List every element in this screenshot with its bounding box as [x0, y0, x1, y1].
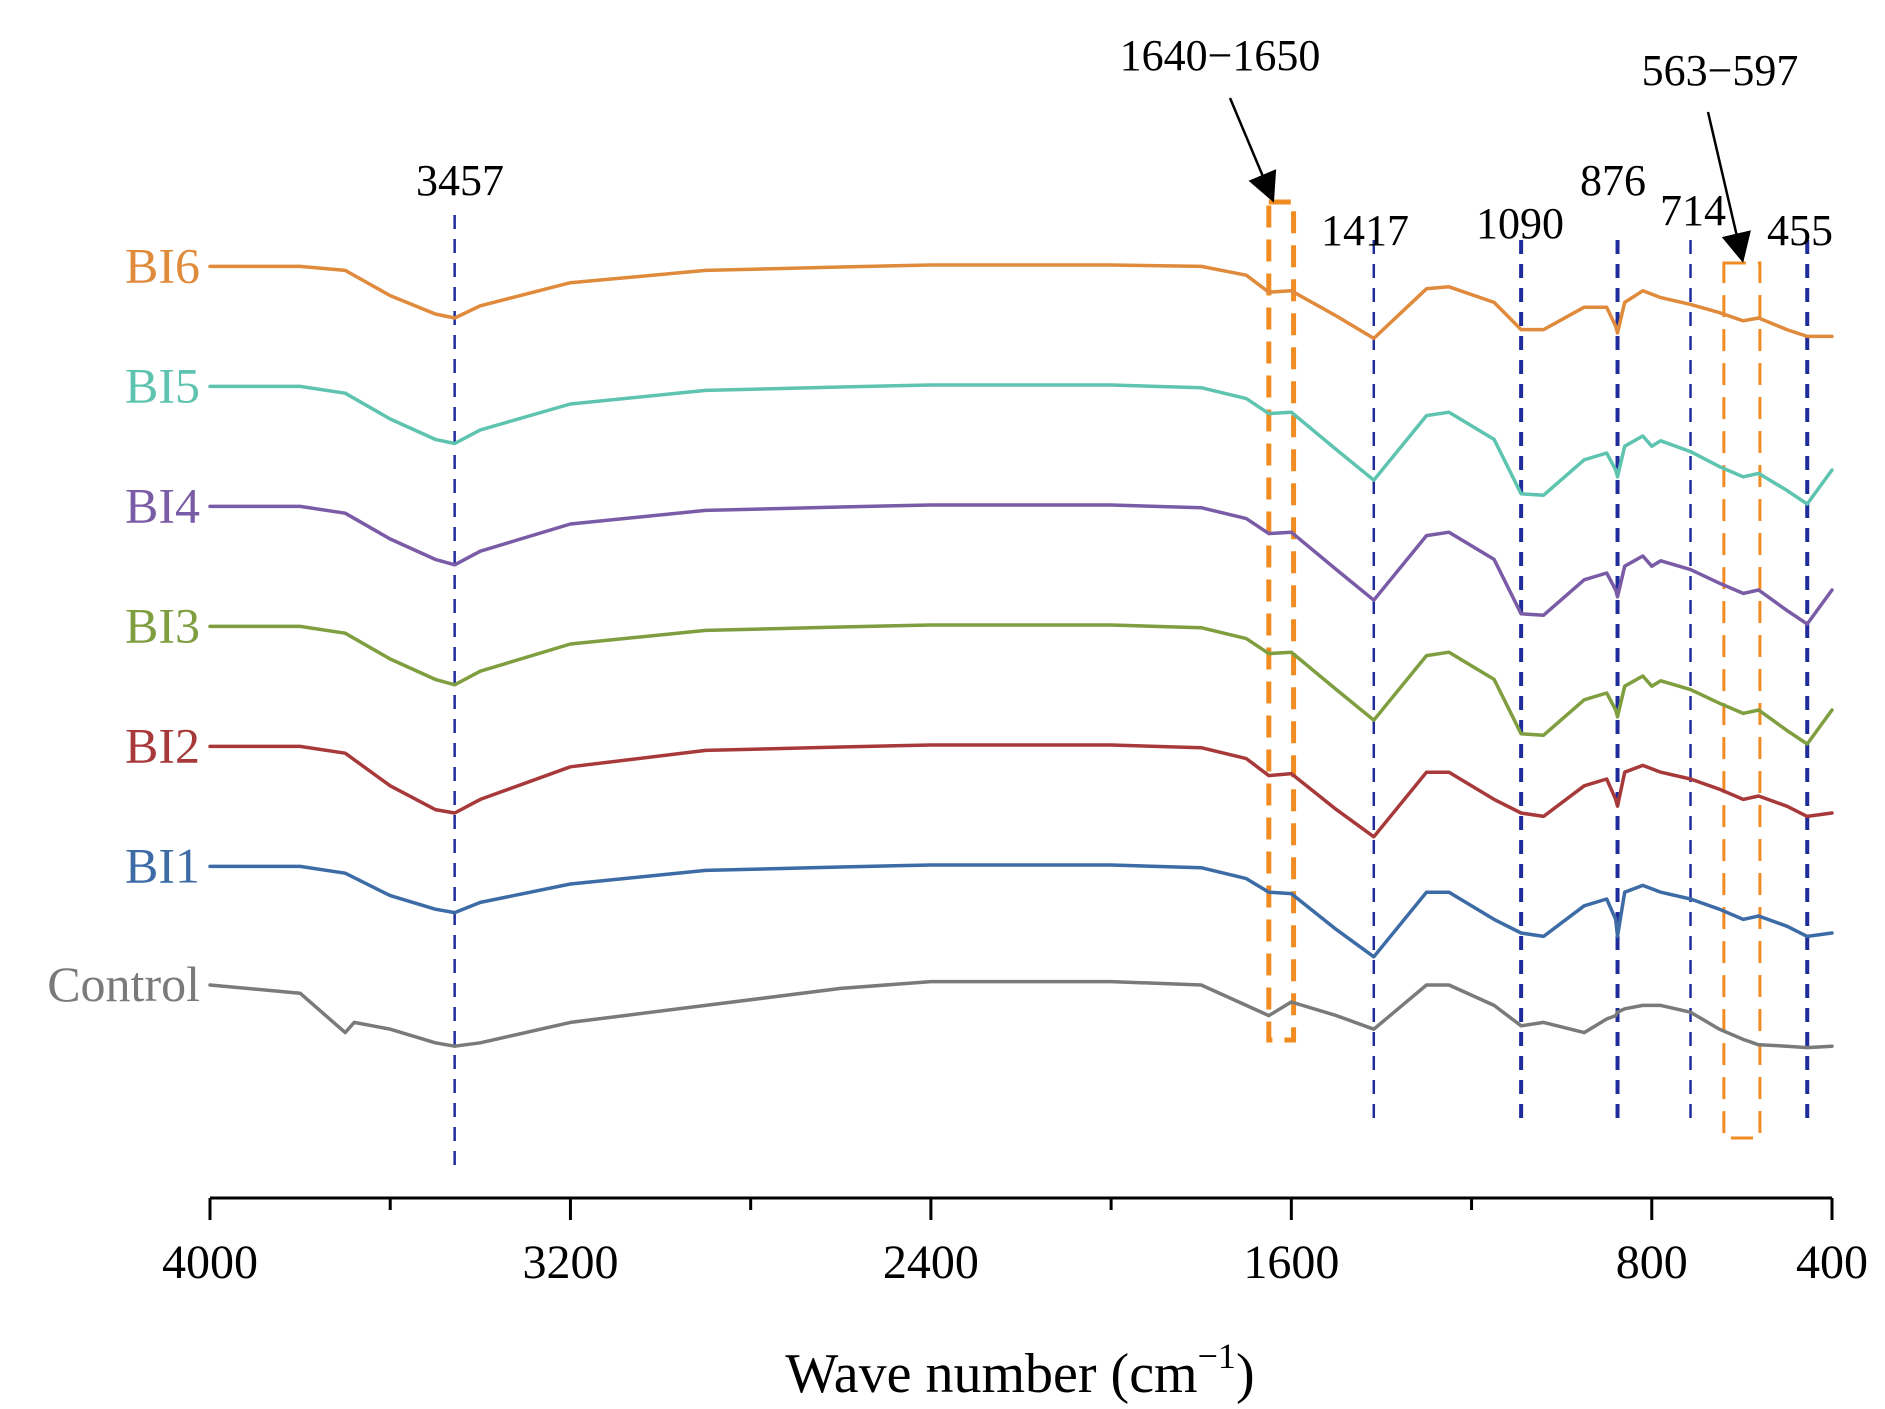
series-line-bi3 [208, 623, 1834, 746]
series-line-bi5 [208, 383, 1834, 506]
x-tick-label: 2400 [883, 1236, 979, 1289]
x-axis: 4000 3200 2400 1600 800 400 [162, 1196, 1868, 1289]
series-line-bi4 [208, 503, 1834, 626]
range-box-563−597 [1722, 261, 1762, 1140]
series-label-bi2: BI2 [125, 717, 200, 773]
series-label-bi6: BI6 [125, 237, 200, 293]
series-label-bi1: BI1 [125, 837, 200, 893]
series-line-bi1 [208, 863, 1834, 959]
range-box-1640−1650 [1266, 199, 1297, 1043]
series-label-control: Control [47, 956, 200, 1012]
peak-label-1417: 1417 [1321, 206, 1409, 255]
peak-label-455: 455 [1767, 206, 1833, 255]
peak-label-714: 714 [1660, 186, 1726, 235]
peak-label-1090: 1090 [1476, 199, 1564, 248]
range-arrow-1640−1650 [1228, 97, 1277, 203]
x-tick-label: 400 [1796, 1236, 1868, 1289]
range-boxes [1266, 199, 1762, 1140]
series-line-bi2 [208, 743, 1834, 839]
x-tick-label: 800 [1616, 1236, 1688, 1289]
series-label-bi3: BI3 [125, 597, 200, 653]
peak-label-3457: 3457 [416, 156, 504, 205]
x-axis-label: Wave number (cm−1) [785, 1336, 1254, 1405]
annotations: 3457 1417 1090 876 714 455 1640−1650 563−597 [416, 31, 1833, 263]
series-label-bi4: BI4 [125, 477, 200, 533]
peak-label-876: 876 [1580, 156, 1646, 205]
range-label-563−597: 563−597 [1642, 46, 1799, 95]
x-tick-label: 3200 [522, 1236, 618, 1289]
x-tick-label: 4000 [162, 1236, 258, 1289]
range-label-1640−1650: 1640−1650 [1120, 31, 1321, 80]
range-arrow-563−597 [1706, 111, 1751, 263]
series-label-bi5: BI5 [125, 357, 200, 413]
x-tick-label: 1600 [1243, 1236, 1339, 1289]
series-line-bi6 [208, 263, 1834, 341]
peak-marker-lines [453, 215, 1810, 1165]
series-labels: BI6 BI5 BI4 BI3 BI2 BI1 Control [47, 237, 200, 1012]
spectra [208, 263, 1834, 1050]
series-line-control [208, 979, 1834, 1050]
